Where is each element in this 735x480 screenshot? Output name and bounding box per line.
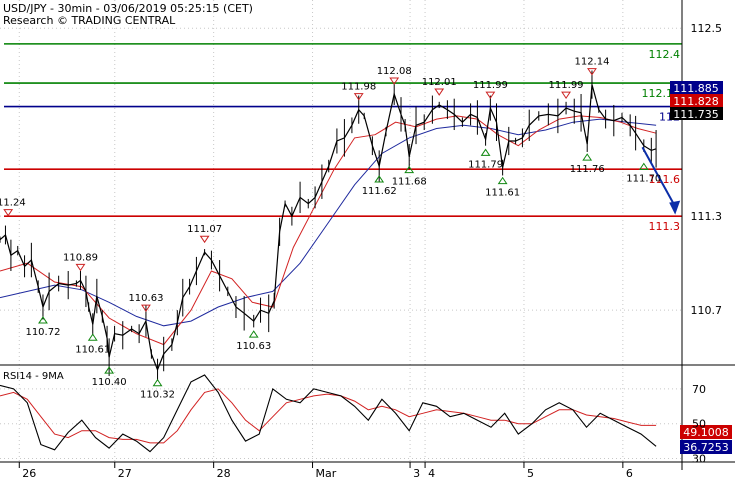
swing-high-marker bbox=[389, 77, 400, 85]
swing-low-marker bbox=[582, 153, 593, 161]
fast-moving-average bbox=[0, 115, 657, 346]
price-badge bbox=[670, 94, 723, 107]
rsi-moving-average bbox=[0, 388, 657, 444]
swing-high-label: 112.01 bbox=[422, 77, 457, 88]
swing-high-label: 111.99 bbox=[549, 80, 584, 91]
swing-high-label: 111.07 bbox=[187, 224, 222, 235]
swing-high-marker bbox=[587, 68, 597, 76]
swing-low-label: 110.61 bbox=[75, 344, 110, 355]
x-tick-label: 28 bbox=[217, 467, 231, 480]
swing-high-label: 111.24 bbox=[0, 198, 26, 209]
swing-low-marker bbox=[638, 162, 649, 171]
price-badge bbox=[670, 107, 723, 120]
swing-low-label: 110.32 bbox=[140, 390, 175, 401]
x-tick-label: 26 bbox=[22, 467, 36, 480]
swing-high-label: 112.08 bbox=[377, 66, 412, 77]
swing-high-marker bbox=[141, 304, 151, 313]
swing-low-marker bbox=[497, 176, 508, 185]
swing-low-marker bbox=[248, 330, 259, 338]
swing-low-label: 111.68 bbox=[392, 177, 427, 188]
price-tick-label: 110.7 bbox=[691, 304, 723, 317]
price-badge-label: 111.735 bbox=[673, 108, 719, 121]
swing-low-marker bbox=[152, 378, 163, 387]
level-label: 111.3 bbox=[649, 220, 681, 233]
forecast-arrow-head bbox=[669, 200, 681, 215]
swing-high-marker bbox=[353, 93, 364, 101]
level-label: 112.4 bbox=[649, 48, 681, 61]
chart-title: USD/JPY - 30min - 03/06/2019 05:25:15 (C… bbox=[3, 2, 253, 15]
swing-high-label: 111.99 bbox=[473, 80, 508, 91]
swing-low-label: 111.70 bbox=[626, 174, 661, 185]
swing-high-marker bbox=[434, 88, 445, 96]
price-badge-label: 111.885 bbox=[673, 82, 719, 95]
rsi-badge-label: 36.7253 bbox=[683, 441, 729, 454]
x-tick-label: 27 bbox=[118, 467, 132, 480]
rsi-line bbox=[0, 374, 657, 453]
x-tick-label: 4 bbox=[428, 467, 435, 480]
forecast-arrow-shaft bbox=[641, 146, 677, 208]
swing-low-marker bbox=[87, 333, 98, 341]
swing-high-label: 112.14 bbox=[574, 57, 609, 68]
level-label: 111.6 bbox=[649, 173, 681, 186]
price-tick-label: 112.5 bbox=[691, 22, 723, 35]
rsi-badge bbox=[680, 425, 732, 439]
swing-high-label: 111.98 bbox=[341, 82, 376, 93]
swing-low-marker bbox=[374, 175, 385, 183]
x-tick-label: 6 bbox=[626, 467, 633, 480]
swing-low-marker bbox=[38, 316, 48, 324]
swing-high-marker bbox=[561, 91, 571, 99]
swing-low-label: 111.76 bbox=[570, 164, 605, 175]
rsi-badge bbox=[680, 440, 732, 454]
rsi-tick-label: 50 bbox=[692, 418, 706, 431]
rsi-tick-label: 70 bbox=[692, 383, 706, 396]
swing-low-label: 111.79 bbox=[468, 159, 503, 170]
swing-low-label: 110.40 bbox=[92, 377, 127, 388]
swing-high-label: 110.89 bbox=[63, 252, 98, 263]
swing-high-marker bbox=[485, 91, 496, 99]
swing-low-marker bbox=[104, 366, 115, 374]
swing-high-label: 110.63 bbox=[128, 293, 163, 304]
swing-low-label: 110.72 bbox=[25, 327, 60, 338]
slow-moving-average bbox=[0, 118, 657, 327]
rsi-title: RSI14 - 9MA bbox=[3, 371, 64, 382]
x-tick-label: Mar bbox=[316, 467, 337, 480]
rsi-tick-label: 30 bbox=[692, 453, 706, 466]
price-badge bbox=[670, 81, 723, 94]
swing-low-marker bbox=[480, 148, 491, 156]
rsi-badge-label: 49.1008 bbox=[683, 426, 729, 439]
swing-high-marker bbox=[3, 209, 14, 217]
swing-high-marker bbox=[75, 263, 86, 272]
swing-low-marker bbox=[404, 165, 415, 174]
swing-high-marker bbox=[199, 235, 210, 244]
price-badge-label: 111.828 bbox=[673, 95, 719, 108]
swing-low-label: 111.61 bbox=[485, 188, 520, 199]
price-tick-label: 111.3 bbox=[691, 210, 723, 223]
swing-low-label: 110.63 bbox=[236, 341, 271, 352]
swing-low-label: 111.62 bbox=[362, 186, 397, 197]
chart-source: Research © TRADING CENTRAL bbox=[3, 14, 176, 27]
x-tick-label: 5 bbox=[527, 467, 534, 480]
x-tick-label: 3 bbox=[413, 467, 420, 480]
